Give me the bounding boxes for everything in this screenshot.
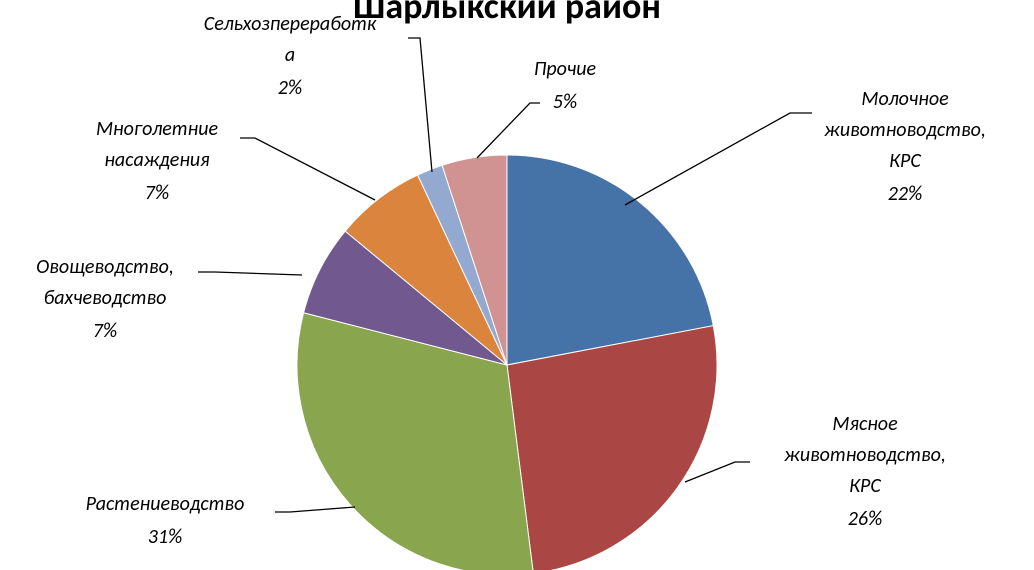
pie-slice: [506, 325, 718, 570]
pie-slice: [441, 154, 508, 366]
slice-label: Многолетние насаждения: [96, 117, 218, 172]
leader-line: [198, 271, 303, 276]
value-label: 7%: [93, 319, 117, 343]
value-label: 26%: [848, 507, 883, 531]
leader-line: [476, 102, 540, 159]
leader-line: [684, 461, 750, 483]
value-label: 22%: [888, 182, 923, 206]
chart-title: Шарлыкский район: [353, 0, 661, 28]
pie-slice: [506, 154, 714, 366]
value-label: 2%: [278, 76, 302, 100]
slice-label: Прочие: [534, 57, 596, 81]
value-label: 31%: [148, 525, 183, 549]
leader-line: [624, 112, 812, 206]
slice-label: Мясное животноводство, КРС: [784, 412, 946, 498]
slice-label: Овощеводство, бахчеводство: [36, 255, 174, 310]
slice-label: Растениеводство: [86, 492, 245, 516]
pie-slice: [296, 312, 534, 570]
slice-label: Сельхозпереработк а: [204, 12, 377, 67]
value-label: 7%: [145, 181, 169, 205]
value-label: 5%: [553, 90, 577, 114]
leader-line: [408, 37, 433, 173]
slice-label: Молочное животноводство, КРС: [824, 87, 986, 173]
leader-line: [275, 506, 356, 513]
leader-line: [240, 137, 376, 201]
